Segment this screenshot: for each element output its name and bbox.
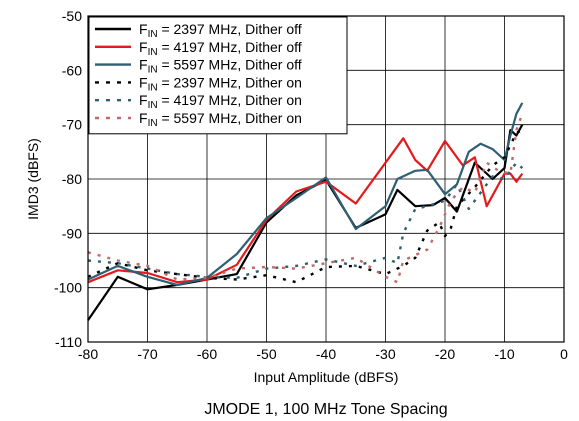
x-tick-label: 0: [560, 346, 568, 362]
y-tick-label: -50: [62, 8, 82, 24]
legend-label-rest: = 2397 MHz, Dither on: [158, 74, 302, 90]
y-tick-label: -90: [62, 225, 82, 241]
legend-label-main: F: [139, 110, 148, 126]
y-tick-label: -110: [55, 334, 82, 350]
series-line-3: [87, 102, 524, 286]
legend-label-main: F: [139, 21, 148, 37]
legend-label-rest: = 4197 MHz, Dither on: [158, 92, 302, 108]
x-tick-label: -40: [316, 346, 336, 362]
legend-label-main: F: [139, 74, 148, 90]
chart-caption: JMODE 1, 100 MHz Tone Spacing: [204, 401, 447, 418]
x-tick-label: -60: [197, 346, 217, 362]
legend-label-rest: = 5597 MHz, Dither on: [158, 110, 302, 126]
legend-label-1: FIN = 2397 MHz, Dither off: [139, 21, 302, 40]
y-axis-label: IMD3 (dBFS): [25, 138, 41, 220]
legend-label-subscript: IN: [148, 29, 158, 40]
legend-label-subscript: IN: [148, 47, 158, 58]
y-tick-label: -100: [54, 280, 82, 296]
x-tick-label: -70: [137, 346, 157, 362]
y-tick-label: -60: [62, 62, 82, 78]
series-line-5: [87, 161, 524, 280]
y-tick-label: -70: [62, 117, 82, 133]
legend-label-5: FIN = 4197 MHz, Dither on: [139, 92, 302, 111]
legend-label-rest: = 5597 MHz, Dither off: [158, 57, 302, 73]
legend-label-subscript: IN: [148, 65, 158, 76]
x-tick-label: -80: [78, 346, 98, 362]
x-tick-label: -50: [256, 346, 276, 362]
legend-label-subscript: IN: [148, 100, 158, 111]
tick-labels: -80 -70 -60 -50 -40 -30 -20 -10 0-110-100-90-80-…: [54, 8, 568, 362]
y-tick-label: -80: [62, 171, 82, 187]
series-layer: [87, 102, 524, 321]
legend-label-subscript: IN: [148, 118, 158, 129]
series-line-6: [87, 113, 524, 284]
legend-label-6: FIN = 5597 MHz, Dither on: [139, 110, 302, 129]
legend-label-2: FIN = 4197 MHz, Dither off: [139, 39, 302, 58]
legend-label-subscript: IN: [148, 82, 158, 93]
x-tick-label: -30: [375, 346, 395, 362]
legend-label-main: F: [139, 92, 148, 108]
legend-label-rest: = 2397 MHz, Dither off: [158, 21, 302, 37]
plot-frame: [87, 15, 565, 343]
series-line-1: [87, 124, 524, 321]
legend-label-rest: = 4197 MHz, Dither off: [158, 39, 302, 55]
legend-label-3: FIN = 5597 MHz, Dither off: [139, 57, 302, 76]
series-line-4: [87, 129, 523, 284]
legend-box: [88, 16, 348, 135]
legend-label-main: F: [139, 39, 148, 55]
x-axis-label: Input Amplitude (dBFS): [254, 369, 399, 385]
x-tick-label: -20: [435, 346, 455, 362]
legend-label-4: FIN = 2397 MHz, Dither on: [139, 74, 302, 93]
legend-label-main: F: [139, 57, 148, 73]
x-tick-label: -10: [494, 346, 514, 362]
